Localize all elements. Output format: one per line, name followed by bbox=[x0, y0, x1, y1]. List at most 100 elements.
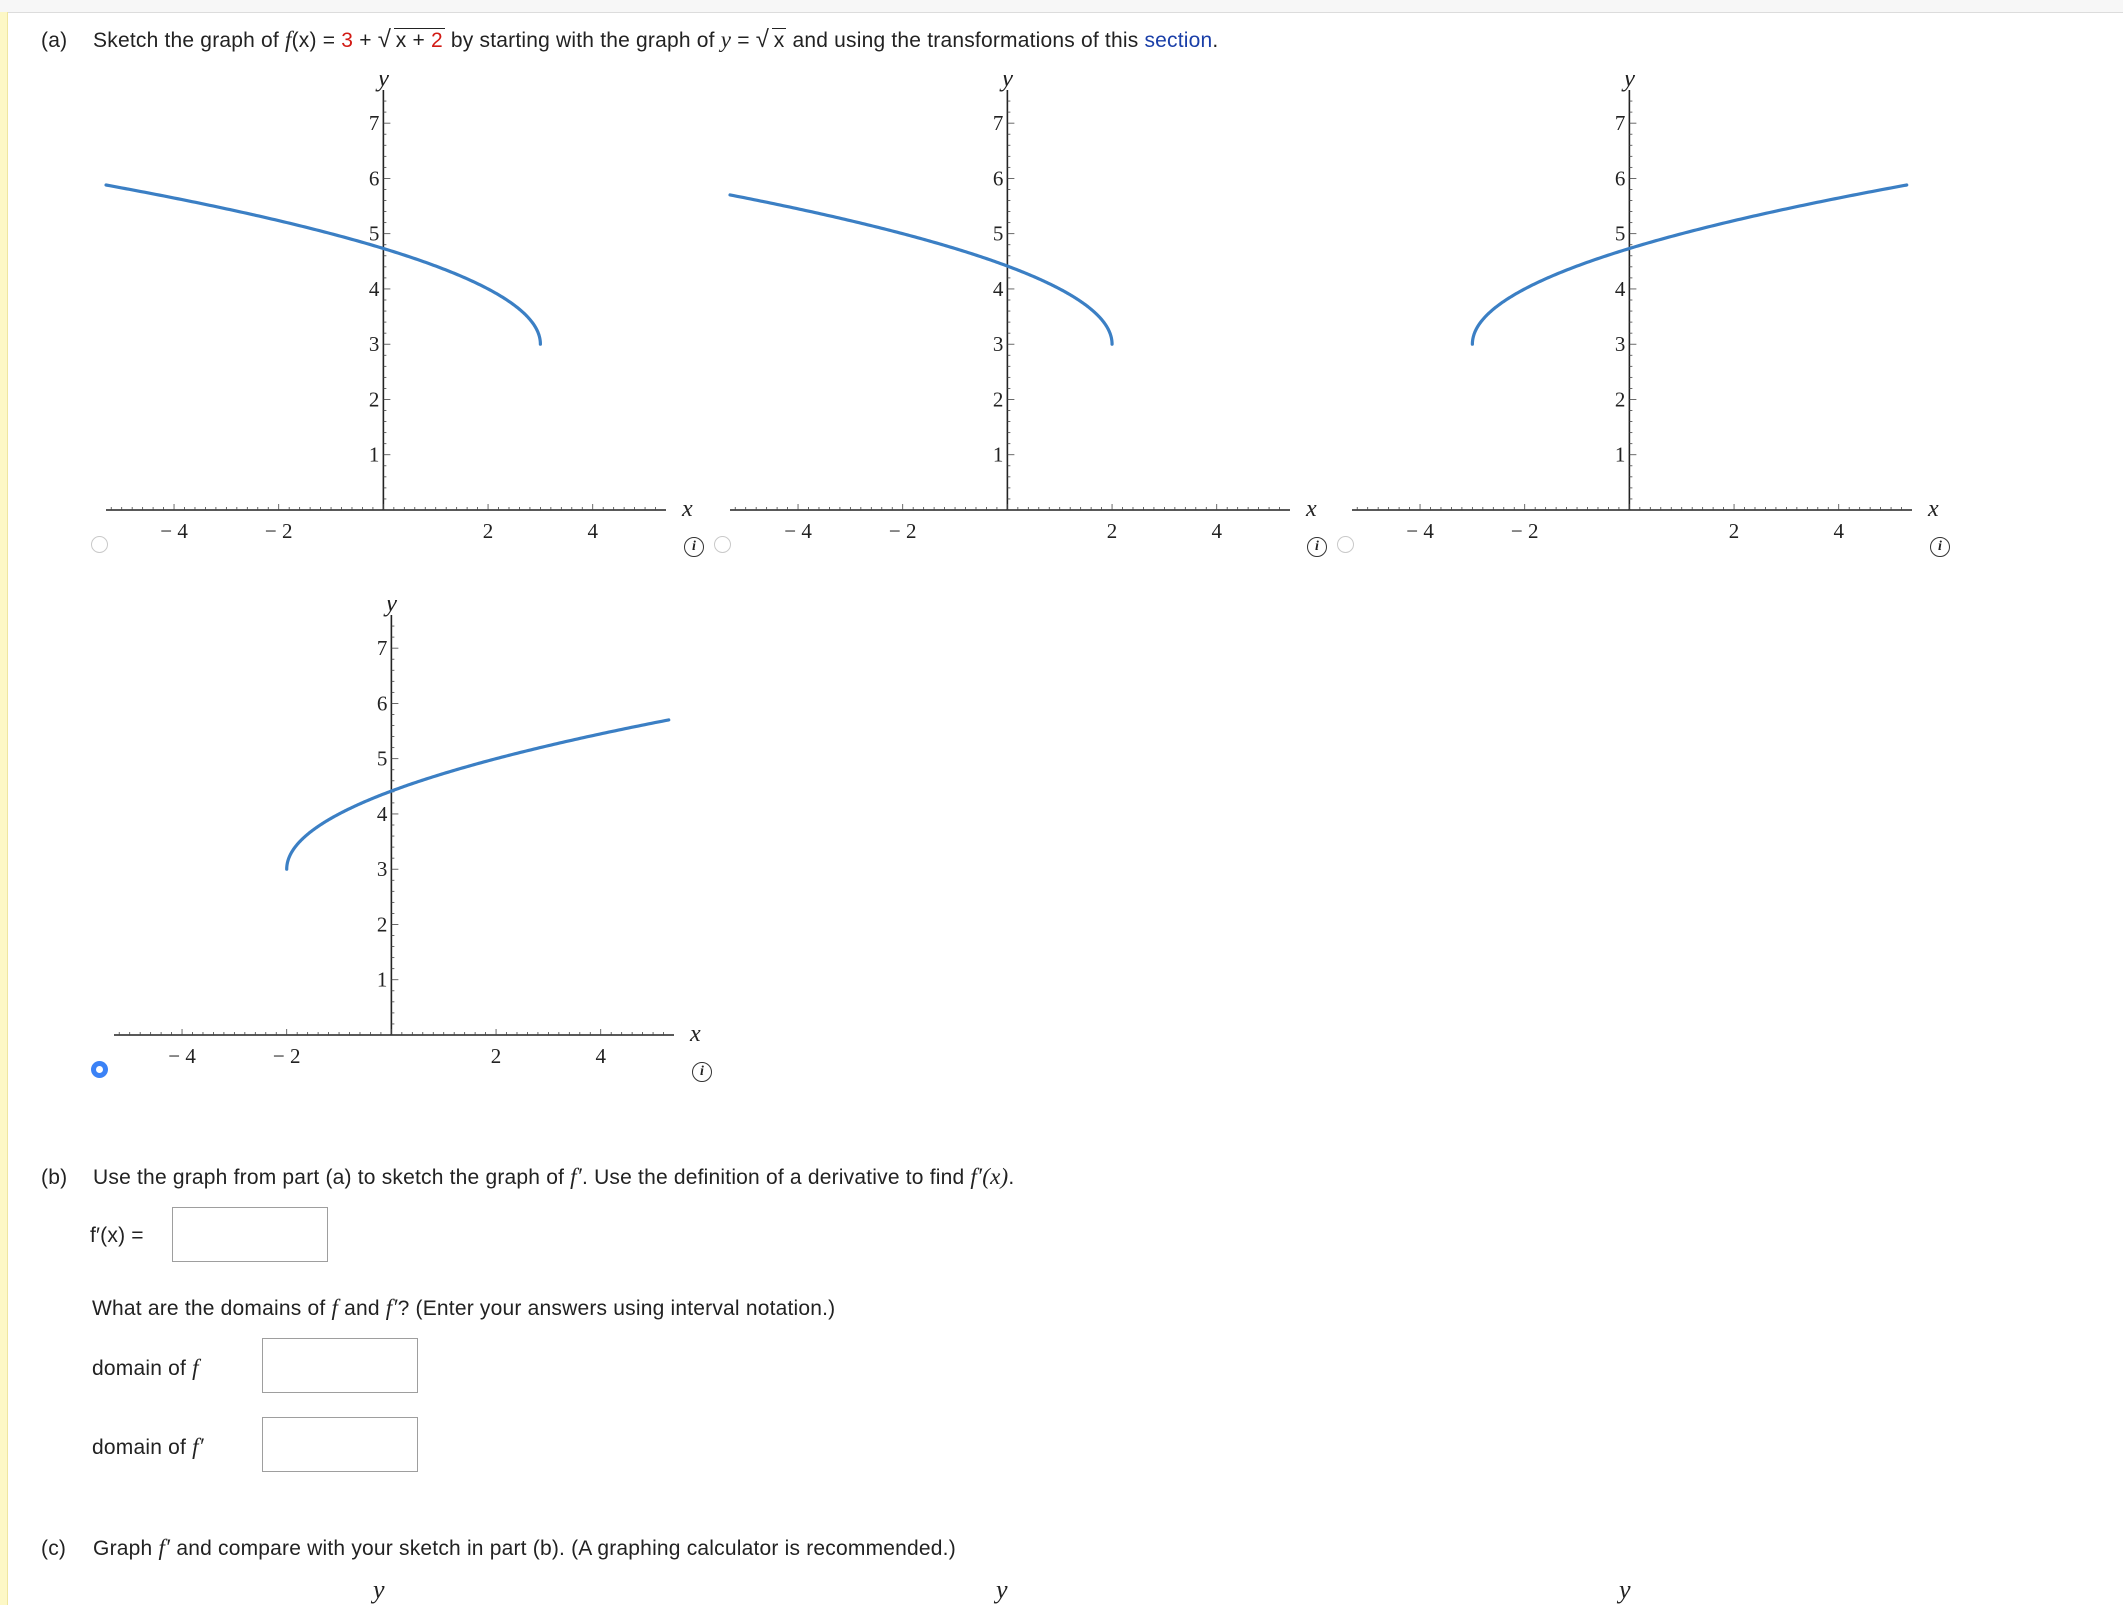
x-tick-label: − 2 bbox=[889, 519, 917, 543]
x-tick-label: − 4 bbox=[160, 519, 188, 543]
domain-fprime-input[interactable] bbox=[262, 1417, 418, 1472]
question-margin-bar bbox=[0, 12, 8, 1605]
y-tick-label: 2 bbox=[1615, 387, 1626, 411]
option-3-radio[interactable] bbox=[1337, 536, 1354, 553]
option-graph-4: − 4 − 2 2 4 1 2 3 4 5 6 7 x y bbox=[114, 600, 701, 1068]
y-axis-label: y bbox=[999, 75, 1014, 92]
part-a-text: Sketch the graph of bbox=[93, 29, 279, 52]
y-tick-label: 3 bbox=[993, 332, 1004, 356]
domain-f-label: domain of f bbox=[92, 1355, 199, 1381]
x-tick-label: 4 bbox=[587, 519, 598, 543]
y-tick-label: 6 bbox=[377, 691, 388, 715]
part-b-question: (b) Use the graph from part (a) to sketc… bbox=[41, 1164, 1014, 1190]
top-border bbox=[0, 0, 2123, 13]
period: . bbox=[1212, 29, 1219, 52]
radicand-plus: + bbox=[412, 29, 425, 52]
sqrt-x: √ x bbox=[755, 26, 787, 53]
y-tick-label: 4 bbox=[993, 277, 1004, 301]
part-c-graph-3-y-label: y bbox=[1619, 1575, 1631, 1604]
option-4-radio[interactable] bbox=[91, 1061, 108, 1078]
x-tick-label: − 4 bbox=[168, 1044, 196, 1068]
y-tick-label: 3 bbox=[1615, 332, 1626, 356]
y-tick-label: 4 bbox=[377, 802, 388, 826]
fprime-symbol: f′ bbox=[570, 1164, 582, 1189]
option-4-info-icon[interactable]: i bbox=[692, 1062, 712, 1082]
y-tick-label: 1 bbox=[377, 968, 388, 992]
domain-f-text: domain of bbox=[92, 1357, 187, 1380]
y-tick-label: 7 bbox=[1615, 111, 1626, 135]
y-tick-label: 5 bbox=[369, 222, 380, 246]
x-tick-label: − 2 bbox=[265, 519, 293, 543]
period-b: . bbox=[1008, 1166, 1015, 1189]
option-graph-3: − 4 − 2 2 4 1 2 3 4 5 6 7 x y bbox=[1352, 75, 1939, 543]
radicand2: x bbox=[771, 28, 787, 52]
y-tick-label: 2 bbox=[993, 387, 1004, 411]
fprime-answer-input[interactable] bbox=[172, 1207, 328, 1262]
y-tick-label: 2 bbox=[377, 912, 388, 936]
constant-3: 3 bbox=[341, 29, 354, 52]
equals-sign: = bbox=[322, 29, 336, 52]
option-graph-1: − 4 − 2 2 4 1 2 3 4 5 6 7 x y bbox=[104, 75, 693, 543]
y-tick-label: 1 bbox=[369, 443, 380, 467]
part-c-text1: Graph bbox=[93, 1537, 153, 1560]
option-3-info-icon[interactable]: i bbox=[1930, 537, 1950, 557]
y-tick-label: 2 bbox=[369, 387, 380, 411]
y-tick-label: 6 bbox=[369, 166, 380, 190]
x-tick-label: 2 bbox=[483, 519, 494, 543]
x-axis-label: x bbox=[1305, 496, 1317, 522]
x-tick-label: − 2 bbox=[1511, 519, 1539, 543]
sqrt-x-plus-2: √ x + 2 bbox=[377, 26, 445, 53]
option-2-info-icon[interactable]: i bbox=[1307, 537, 1327, 557]
y-tick-label: 5 bbox=[993, 222, 1004, 246]
part-a-label: (a) bbox=[41, 29, 68, 52]
y-tick-label: 4 bbox=[1615, 277, 1626, 301]
part-a-text3: and using the transformations of this bbox=[792, 29, 1139, 52]
domains-text2: ? (Enter your answers using interval not… bbox=[397, 1297, 836, 1320]
y-axis-label: y bbox=[1621, 75, 1636, 92]
y-tick-label: 7 bbox=[993, 111, 1004, 135]
function-curve bbox=[1470, 183, 1909, 346]
y-tick-label: 4 bbox=[369, 277, 380, 301]
domain-f-input[interactable] bbox=[262, 1338, 418, 1393]
y-axis-label: y bbox=[383, 600, 398, 617]
y-axis-label: y bbox=[375, 75, 390, 92]
part-a-question: (a) Sketch the graph of f(x) = 3 + √ x + … bbox=[41, 26, 1219, 53]
part-a-text2: by starting with the graph of bbox=[450, 29, 715, 52]
part-c-graph-2-y-label: y bbox=[996, 1575, 1008, 1604]
option-2-radio[interactable] bbox=[714, 536, 731, 553]
option-1-info-icon[interactable]: i bbox=[684, 537, 704, 557]
x-tick-label: 4 bbox=[1833, 519, 1844, 543]
y-tick-label: 3 bbox=[369, 332, 380, 356]
equals-sign-2: = bbox=[737, 29, 750, 52]
domains-fprime: f′ bbox=[385, 1295, 398, 1320]
function-curve bbox=[728, 193, 1114, 346]
part-c-text2: and compare with your sketch in part (b)… bbox=[176, 1537, 956, 1560]
x-tick-label: − 2 bbox=[273, 1044, 301, 1068]
x-tick-label: 4 bbox=[1211, 519, 1222, 543]
function-curve bbox=[285, 718, 671, 871]
part-c-fprime: f′ bbox=[158, 1535, 171, 1560]
domains-f: f bbox=[331, 1295, 339, 1320]
radicand-const: 2 bbox=[430, 29, 443, 52]
part-c-graph-1-y-label: y bbox=[373, 1575, 385, 1604]
domains-question: What are the domains of f and f′? (Enter… bbox=[92, 1295, 835, 1321]
part-b-label: (b) bbox=[41, 1166, 68, 1189]
section-link[interactable]: section bbox=[1144, 29, 1213, 52]
fx-paren: (x) bbox=[291, 29, 317, 52]
y-tick-label: 6 bbox=[1615, 166, 1626, 190]
fprime-x-symbol: f′(x) bbox=[970, 1164, 1009, 1189]
y-tick-label: 5 bbox=[377, 747, 388, 771]
x-axis-label: x bbox=[1927, 496, 1939, 522]
part-c-label: (c) bbox=[41, 1537, 67, 1560]
x-tick-label: 4 bbox=[595, 1044, 606, 1068]
domain-fprime-label: domain of f′ bbox=[92, 1434, 204, 1460]
option-graph-2: − 4 − 2 2 4 1 2 3 4 5 6 7 x y bbox=[728, 75, 1317, 543]
option-1-radio[interactable] bbox=[91, 536, 108, 553]
radicand-x: x bbox=[395, 29, 407, 52]
domain-fprime-text: domain of bbox=[92, 1436, 187, 1459]
domains-text1: What are the domains of bbox=[92, 1297, 326, 1320]
y-tick-label: 6 bbox=[993, 166, 1004, 190]
y-tick-label: 5 bbox=[1615, 222, 1626, 246]
domain-fprime-symbol: f′ bbox=[192, 1434, 204, 1459]
function-curve bbox=[104, 183, 542, 346]
